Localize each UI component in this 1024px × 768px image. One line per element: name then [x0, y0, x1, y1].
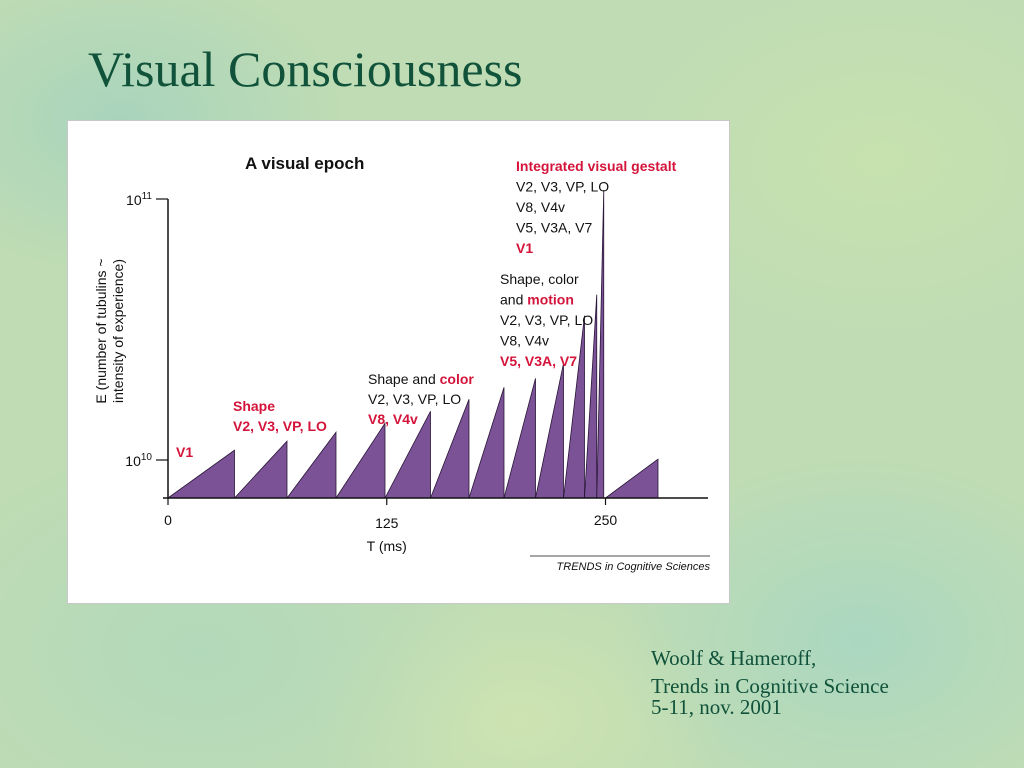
citation-authors: Woolf & Hameroff, [651, 646, 817, 670]
annotation-shape-color-line: V8, V4v [368, 411, 418, 427]
sawtooth-bar [535, 363, 564, 499]
bars-layer [166, 190, 659, 499]
x-tick-label: 250 [594, 512, 618, 528]
sawtooth-bar [468, 387, 505, 499]
annotation-shape-color-motion-line: and motion [500, 292, 574, 308]
annotation-shape-color-line: Shape and color [368, 371, 474, 387]
chart-svg: A visual epoch 0 125 250 T (ms) 1010 1011 E (nu… [93, 154, 710, 573]
sawtooth-bar [596, 190, 605, 499]
sawtooth-bar [233, 440, 288, 499]
x-axis-label: T (ms) [367, 538, 407, 554]
sawtooth-bar [335, 421, 386, 499]
annotation-integrated-gestalt-line: V5, V3A, V7 [516, 220, 592, 236]
x-tick-label: 0 [164, 512, 172, 528]
annotation-shape-color-motion-line: V5, V3A, V7 [500, 353, 577, 369]
source-credit: TRENDS in Cognitive Sciences [557, 561, 711, 573]
annotation-shape-line: V2, V3, VP, LO [233, 418, 327, 434]
annotation-v1-line: V1 [176, 444, 193, 460]
axes-layer [156, 198, 710, 557]
y-tick-label: 1010 [125, 452, 152, 469]
annotation-shape-color-motion-line: V2, V3, VP, LO [500, 312, 593, 328]
annotation-shape-color-motion-line: V8, V4v [500, 333, 549, 349]
sawtooth-bar [429, 399, 470, 499]
sawtooth-bar [604, 458, 659, 499]
y-axis-label: E (number of tubulins ~intensity of expe… [93, 258, 126, 403]
sawtooth-bar [563, 315, 585, 499]
text-layer: A visual epoch 0 125 250 T (ms) 1010 1011 E (nu… [93, 154, 710, 573]
chart-title: A visual epoch [245, 154, 364, 173]
sawtooth-bar [286, 431, 337, 499]
x-tick-label: 125 [375, 515, 399, 531]
slide-title: Visual Consciousness [88, 41, 523, 97]
annotation-shape-color-motion-line: Shape, color [500, 271, 579, 287]
annotation-integrated-gestalt-line: Integrated visual gestalt [516, 158, 677, 174]
annotation-shape-line: Shape [233, 398, 275, 414]
citation: Woolf & Hameroff, Trends in Cognitive Sc… [651, 644, 889, 721]
citation-issue: 5-11, nov. 2001 [651, 695, 782, 719]
sawtooth-bar [503, 378, 536, 499]
annotation-integrated-gestalt-line: V8, V4v [516, 199, 565, 215]
annotation-integrated-gestalt-line: V1 [516, 240, 533, 256]
annotation-integrated-gestalt-line: V2, V3, VP, LO [516, 179, 609, 195]
annotation-shape-color-line: V2, V3, VP, LO [368, 391, 461, 407]
citation-journal: Trends in Cognitive Science [651, 674, 889, 698]
figure-panel: A visual epoch 0 125 250 T (ms) 1010 1011 E (nu… [67, 120, 730, 604]
y-tick-label: 1011 [126, 191, 152, 208]
